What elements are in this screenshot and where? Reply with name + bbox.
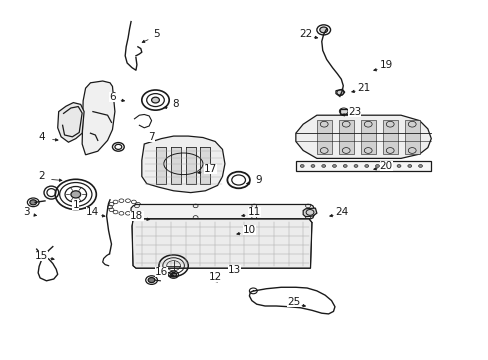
Text: 6: 6: [109, 92, 116, 102]
Circle shape: [71, 191, 81, 198]
Circle shape: [319, 27, 327, 33]
Text: 21: 21: [357, 83, 370, 93]
Text: 22: 22: [298, 29, 312, 39]
Text: 25: 25: [286, 297, 300, 307]
Circle shape: [353, 165, 357, 167]
Text: 7: 7: [148, 132, 155, 142]
Text: 14: 14: [86, 207, 100, 217]
Polygon shape: [339, 109, 347, 114]
Polygon shape: [131, 204, 315, 219]
Circle shape: [310, 165, 314, 167]
Polygon shape: [360, 120, 375, 154]
Polygon shape: [82, 81, 115, 155]
Text: 11: 11: [247, 207, 261, 217]
Polygon shape: [303, 208, 316, 217]
Text: 24: 24: [335, 207, 348, 217]
Text: 19: 19: [379, 60, 392, 70]
Circle shape: [364, 165, 368, 167]
Circle shape: [30, 200, 37, 205]
Text: 15: 15: [35, 251, 48, 261]
Polygon shape: [295, 161, 430, 171]
Text: 13: 13: [227, 265, 241, 275]
Circle shape: [418, 165, 422, 167]
Polygon shape: [171, 147, 181, 184]
Text: 10: 10: [243, 225, 255, 235]
Circle shape: [170, 273, 176, 277]
Text: 20: 20: [379, 161, 392, 171]
Polygon shape: [335, 89, 344, 96]
Polygon shape: [132, 219, 311, 268]
Circle shape: [321, 165, 325, 167]
Text: 17: 17: [203, 164, 217, 174]
Polygon shape: [338, 120, 353, 154]
Polygon shape: [382, 120, 397, 154]
Polygon shape: [142, 136, 224, 193]
Text: 23: 23: [347, 107, 361, 117]
Text: 9: 9: [255, 175, 262, 185]
Text: 1: 1: [72, 200, 79, 210]
Polygon shape: [58, 103, 84, 142]
Text: 12: 12: [208, 272, 222, 282]
Text: 2: 2: [38, 171, 45, 181]
Circle shape: [396, 165, 400, 167]
Text: 3: 3: [23, 207, 30, 217]
Circle shape: [300, 165, 304, 167]
Polygon shape: [316, 120, 331, 154]
Circle shape: [332, 165, 336, 167]
Polygon shape: [200, 147, 210, 184]
Text: 18: 18: [130, 211, 143, 221]
Text: 4: 4: [38, 132, 45, 142]
Circle shape: [151, 97, 159, 103]
Circle shape: [375, 165, 379, 167]
Circle shape: [148, 278, 155, 283]
Polygon shape: [156, 147, 166, 184]
Polygon shape: [185, 147, 195, 184]
Text: 5: 5: [153, 29, 160, 39]
Polygon shape: [295, 115, 430, 158]
Text: 8: 8: [172, 99, 179, 109]
Text: 16: 16: [154, 267, 168, 277]
Circle shape: [386, 165, 389, 167]
Circle shape: [343, 165, 346, 167]
Circle shape: [407, 165, 411, 167]
Polygon shape: [404, 120, 419, 154]
